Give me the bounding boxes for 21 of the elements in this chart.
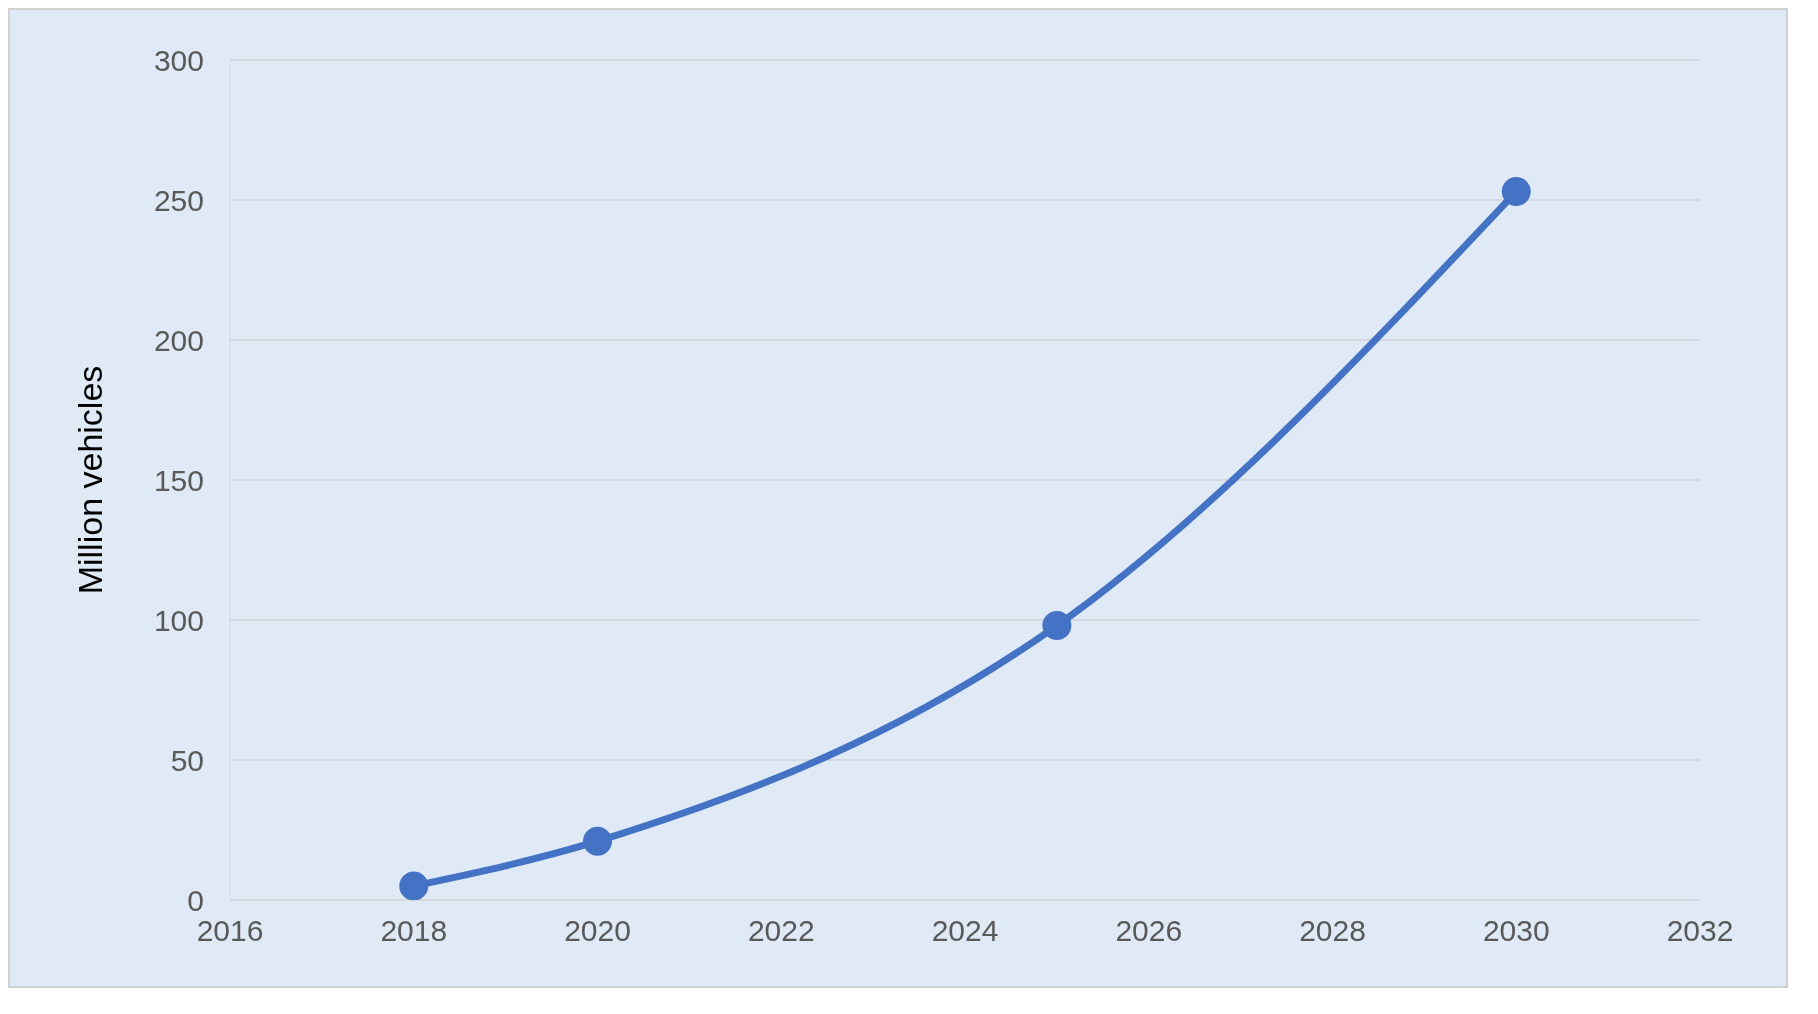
y-tick-label: 300: [153, 43, 204, 77]
x-tick-label: 2022: [747, 914, 815, 948]
y-tick-label: 150: [153, 463, 204, 497]
y-tick-label: 200: [153, 323, 204, 357]
x-tick-label: 2026: [1115, 914, 1183, 948]
point: [1042, 611, 1072, 641]
y-tick-label: 0: [187, 883, 204, 917]
y-axis-title: Million vehicles: [71, 365, 110, 595]
x-tick-label: 2030: [1482, 914, 1550, 948]
y-tick-label: 250: [153, 183, 204, 217]
x-tick-label: 2020: [564, 914, 631, 948]
x-tick-label: 2018: [380, 914, 448, 948]
x-tick-label: 2028: [1299, 914, 1366, 948]
x-tick-label: 2024: [931, 914, 999, 948]
y-tick-label: 100: [153, 603, 204, 637]
point: [1501, 177, 1531, 207]
x-tick-label: 2016: [196, 914, 264, 948]
point: [583, 826, 612, 856]
x-tick-label: 2032: [1666, 914, 1734, 948]
point: [399, 871, 429, 900]
y-tick-label: 50: [170, 743, 204, 777]
